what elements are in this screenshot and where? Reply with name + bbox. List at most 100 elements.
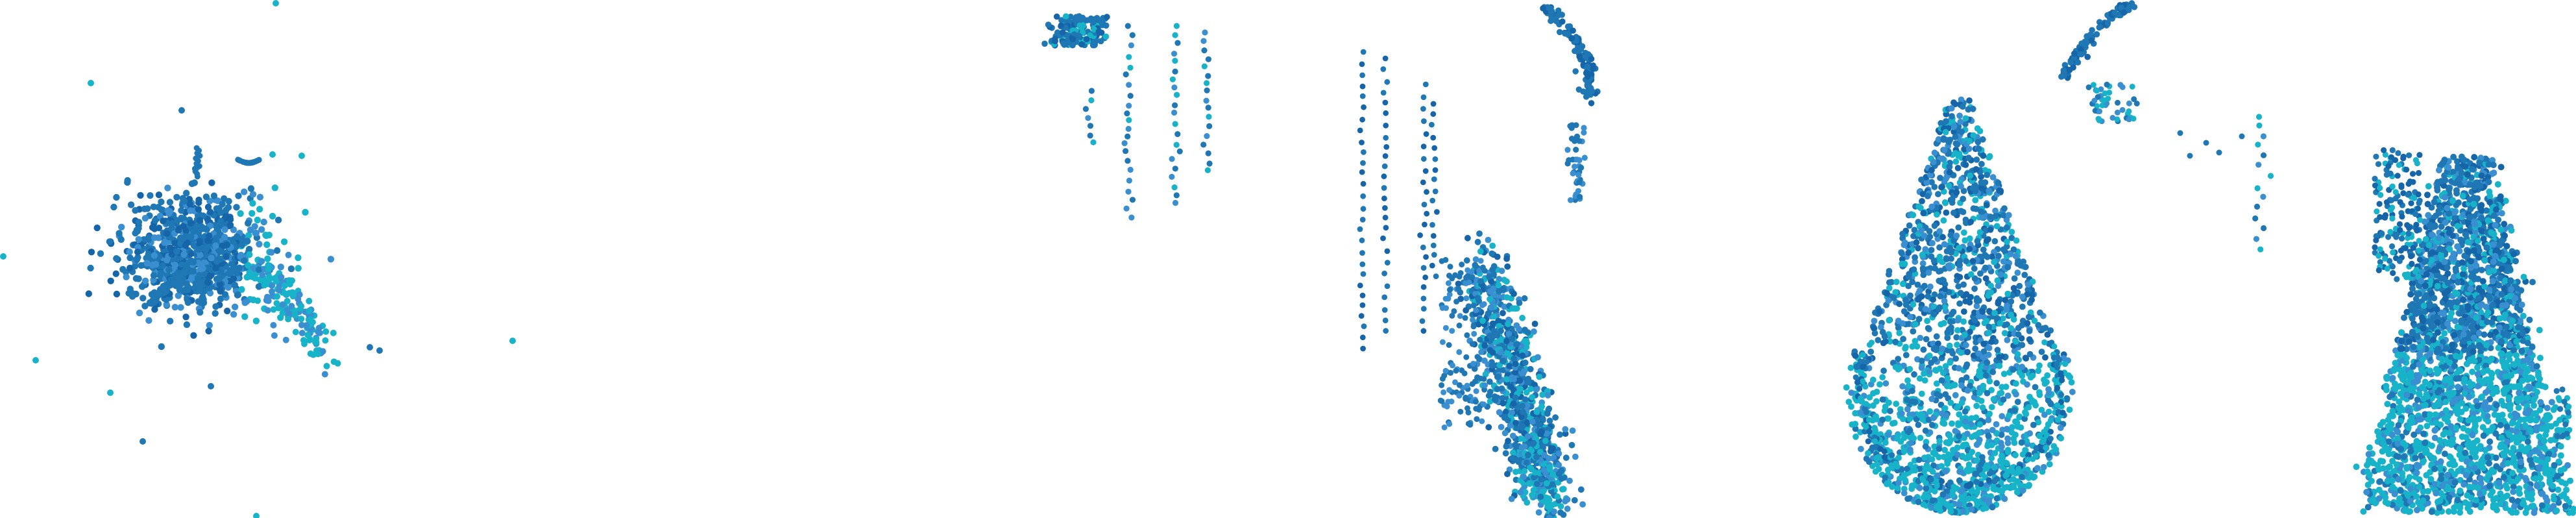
cluster-point bbox=[287, 265, 295, 273]
teardrop-point bbox=[1938, 377, 1945, 384]
teardrop-point bbox=[1958, 129, 1965, 135]
ring-point bbox=[2004, 472, 2010, 478]
teardrop-point bbox=[1910, 301, 1917, 308]
teardrop-point bbox=[2024, 320, 2031, 327]
cluster-point bbox=[107, 277, 114, 284]
column-cluster-point bbox=[1504, 263, 1511, 270]
ring-point bbox=[1986, 477, 1992, 484]
column-cluster-point bbox=[1508, 495, 1515, 502]
streak-point bbox=[147, 299, 154, 306]
teardrop-point bbox=[1916, 412, 1923, 418]
cluster-point bbox=[194, 275, 202, 282]
strand-point bbox=[1202, 29, 1208, 36]
teardrop-point bbox=[1980, 354, 1986, 360]
teardrop-point bbox=[1958, 183, 1964, 190]
teardrop-point bbox=[1889, 420, 1896, 427]
teardrop-point bbox=[1885, 479, 1892, 486]
teardrop-point bbox=[1983, 237, 1990, 244]
teardrop-point bbox=[1957, 290, 1964, 297]
arm-point bbox=[307, 350, 314, 357]
teardrop-point bbox=[1923, 336, 1930, 343]
column-point bbox=[1380, 235, 1386, 241]
teardrop-point bbox=[1978, 208, 1984, 215]
column-cluster-point bbox=[1539, 391, 1546, 399]
column-point bbox=[1359, 61, 1365, 68]
scatter-panel-1 bbox=[0, 0, 516, 518]
scatter-point bbox=[1481, 401, 1487, 408]
scatter-point bbox=[1463, 395, 1469, 401]
column-cluster-point bbox=[1512, 394, 1519, 401]
ring-point bbox=[1860, 364, 1866, 370]
scatter-point bbox=[1452, 272, 1459, 278]
teardrop-point bbox=[2024, 281, 2032, 288]
cluster-point bbox=[143, 260, 151, 267]
teardrop-point bbox=[2014, 260, 2021, 267]
column-point bbox=[1430, 134, 1437, 141]
strand-point bbox=[2267, 173, 2274, 179]
cluster-point bbox=[241, 313, 249, 320]
teardrop-point bbox=[2026, 328, 2033, 334]
ring-point bbox=[1920, 476, 1926, 483]
teardrop-point bbox=[2068, 379, 2075, 386]
cluster-point bbox=[118, 223, 125, 230]
strand-point bbox=[1126, 82, 1132, 88]
teardrop-point bbox=[2057, 425, 2064, 431]
teardrop-point bbox=[2012, 338, 2019, 345]
column-cluster-point bbox=[1522, 489, 1529, 496]
teardrop-point bbox=[1975, 145, 1982, 153]
arm-point bbox=[291, 312, 298, 319]
teardrop-point bbox=[2035, 322, 2042, 328]
teardrop-point bbox=[1992, 486, 1999, 493]
teardrop-point bbox=[1939, 369, 1947, 376]
cluster-point bbox=[256, 266, 263, 273]
column-point bbox=[1420, 284, 1427, 290]
scatter-point bbox=[1456, 382, 1463, 388]
column-cluster-point bbox=[1503, 443, 1510, 450]
column-point bbox=[1381, 163, 1388, 169]
teardrop-point bbox=[1923, 485, 1930, 492]
teardrop-point bbox=[1911, 371, 1917, 378]
scatter-point bbox=[1449, 328, 1455, 334]
cluster-point bbox=[230, 264, 238, 271]
teardrop-point bbox=[2026, 336, 2033, 343]
teardrop-point bbox=[2022, 447, 2028, 454]
teardrop-point bbox=[2029, 372, 2036, 379]
arm-point bbox=[285, 251, 292, 258]
teardrop-point bbox=[1925, 193, 1931, 199]
teardrop-point bbox=[1978, 461, 1984, 468]
teardrop-point bbox=[1971, 285, 1978, 292]
teardrop-point bbox=[1967, 328, 1973, 336]
ring-point bbox=[1860, 378, 1866, 385]
outlier-point bbox=[140, 438, 146, 445]
teardrop-point bbox=[1991, 310, 1998, 316]
cluster-point bbox=[190, 242, 198, 249]
column-cluster-point bbox=[1549, 445, 1557, 452]
ring-point bbox=[1863, 401, 1869, 407]
teardrop-point bbox=[1941, 286, 1948, 293]
teardrop-point bbox=[1880, 367, 1887, 375]
teardrop-point bbox=[1965, 461, 1973, 468]
column-cluster-point bbox=[1524, 433, 1531, 439]
clump-point bbox=[1053, 13, 1060, 20]
cluster-point bbox=[132, 275, 140, 282]
cluster-point bbox=[245, 219, 252, 227]
teardrop-point bbox=[2002, 297, 2009, 303]
teardrop-point bbox=[1901, 433, 1908, 440]
teardrop-point bbox=[1885, 431, 1892, 438]
teardrop-point bbox=[2026, 393, 2033, 401]
arc-point bbox=[1588, 56, 1595, 62]
teardrop-point bbox=[1927, 283, 1934, 290]
streak-point bbox=[184, 264, 191, 272]
teardrop-point bbox=[1886, 285, 1893, 291]
teardrop-point bbox=[1929, 240, 1936, 247]
arc-point bbox=[236, 157, 243, 164]
teardrop-point bbox=[2010, 316, 2017, 323]
teardrop-point bbox=[1910, 232, 1917, 240]
teardrop-point bbox=[1961, 229, 1967, 236]
column-cluster-point bbox=[1546, 466, 1553, 473]
teardrop-point bbox=[1959, 494, 1966, 501]
teardrop-point bbox=[1968, 506, 1975, 513]
teardrop-point bbox=[1904, 397, 1910, 404]
teardrop-point bbox=[1941, 405, 1949, 412]
teardrop-point bbox=[1871, 425, 1878, 432]
